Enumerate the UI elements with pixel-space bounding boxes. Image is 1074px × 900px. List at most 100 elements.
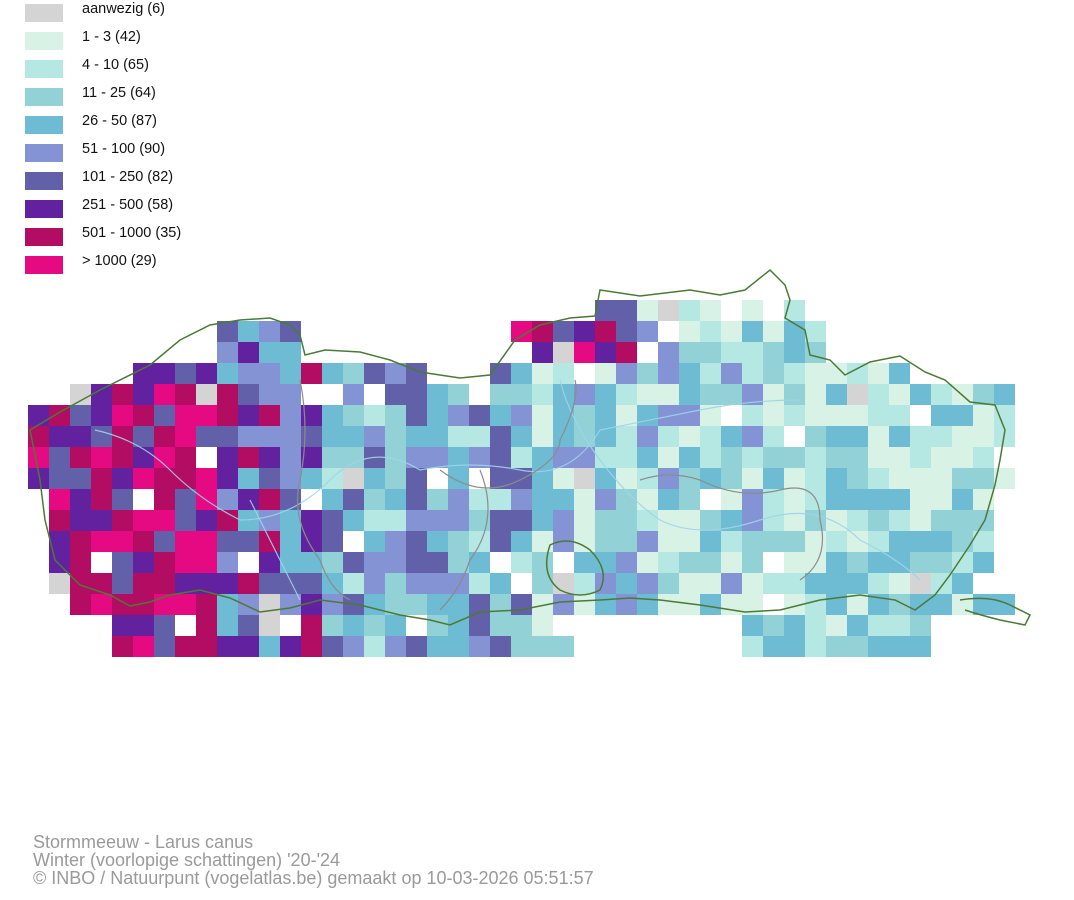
grid-cell xyxy=(427,573,448,594)
grid-cell xyxy=(805,405,826,426)
grid-cell xyxy=(112,468,133,489)
grid-cell xyxy=(133,405,154,426)
legend-label: 1 - 3 (42) xyxy=(82,29,141,45)
grid-cell xyxy=(469,426,490,447)
grid-cell xyxy=(196,468,217,489)
grid-cell xyxy=(700,573,721,594)
grid-cell xyxy=(868,363,889,384)
grid-cell xyxy=(280,468,301,489)
grid-cell xyxy=(700,405,721,426)
grid-cell xyxy=(721,342,742,363)
grid-cell xyxy=(784,342,805,363)
grid-cell xyxy=(217,636,238,657)
grid-cell xyxy=(763,573,784,594)
legend-label: 501 - 1000 (35) xyxy=(82,225,182,241)
grid-cell xyxy=(343,384,364,405)
grid-cell xyxy=(406,573,427,594)
region-outline xyxy=(29,268,1006,626)
grid-cell xyxy=(385,426,406,447)
grid-cell xyxy=(322,510,343,531)
grid-cell xyxy=(406,636,427,657)
grid-cell xyxy=(616,447,637,468)
grid-cell xyxy=(784,489,805,510)
grid-cell xyxy=(868,468,889,489)
grid-cell xyxy=(154,510,175,531)
grid-cell xyxy=(805,321,826,342)
grid-cell xyxy=(238,510,259,531)
grid-cell xyxy=(784,468,805,489)
grid-cell xyxy=(112,384,133,405)
grid-cell xyxy=(721,384,742,405)
grid-cell xyxy=(532,573,553,594)
grid-cell xyxy=(175,384,196,405)
grid-cell xyxy=(385,615,406,636)
grid-cell xyxy=(637,594,658,615)
grid-cell xyxy=(637,363,658,384)
grid-cell xyxy=(847,636,868,657)
grid-cell xyxy=(133,594,154,615)
grid-cell xyxy=(847,426,868,447)
grid-cell xyxy=(133,636,154,657)
grid-cell xyxy=(91,426,112,447)
grid-cell xyxy=(868,426,889,447)
grid-cell xyxy=(217,426,238,447)
grid-cell xyxy=(721,573,742,594)
grid-cell xyxy=(889,426,910,447)
grid-cell xyxy=(616,531,637,552)
grid-cell xyxy=(280,342,301,363)
grid-cell xyxy=(931,468,952,489)
grid-cell xyxy=(826,426,847,447)
grid-cell xyxy=(511,447,532,468)
grid-cell xyxy=(637,321,658,342)
grid-cell xyxy=(196,489,217,510)
legend-swatch xyxy=(25,172,63,190)
map-caption: Stormmeeuw - Larus canus Winter (voorlop… xyxy=(33,833,594,887)
grid-cell xyxy=(868,384,889,405)
grid-cell xyxy=(784,363,805,384)
grid-cell xyxy=(616,300,637,321)
grid-cell xyxy=(910,426,931,447)
grid-cell xyxy=(154,552,175,573)
grid-cell xyxy=(595,384,616,405)
grid-cell xyxy=(595,489,616,510)
grid-cell xyxy=(238,468,259,489)
grid-cell xyxy=(469,594,490,615)
grid-cell xyxy=(658,594,679,615)
grid-cell xyxy=(469,573,490,594)
grid-cell xyxy=(112,426,133,447)
caption-period: Winter (voorlopige schattingen) '20-'24 xyxy=(33,850,341,870)
grid-cell xyxy=(343,636,364,657)
legend-swatch xyxy=(25,60,63,78)
grid-cell xyxy=(91,384,112,405)
grid-cell xyxy=(28,426,49,447)
grid-cell xyxy=(700,300,721,321)
grid-cell xyxy=(784,552,805,573)
grid-cell xyxy=(364,489,385,510)
grid-cell xyxy=(259,321,280,342)
grid-cell xyxy=(196,426,217,447)
grid-cell xyxy=(259,552,280,573)
grid-cell xyxy=(112,615,133,636)
grid-cell xyxy=(238,573,259,594)
grid-cell xyxy=(931,447,952,468)
grid-cell xyxy=(217,573,238,594)
grid-cell xyxy=(511,531,532,552)
grid-cell xyxy=(868,405,889,426)
grid-cell xyxy=(259,447,280,468)
grid-cell xyxy=(322,363,343,384)
grid-cell xyxy=(490,510,511,531)
grid-cell xyxy=(406,531,427,552)
grid-cell xyxy=(931,426,952,447)
grid-cell xyxy=(364,426,385,447)
grid-cell xyxy=(217,321,238,342)
grid-cell xyxy=(469,552,490,573)
grid-cell xyxy=(154,468,175,489)
river-line xyxy=(249,499,301,601)
legend-swatch xyxy=(25,4,63,22)
grid-cell xyxy=(406,489,427,510)
grid-cell xyxy=(469,636,490,657)
grid-cell xyxy=(889,384,910,405)
grid-cell xyxy=(721,594,742,615)
grid-cell xyxy=(343,405,364,426)
grid-cell xyxy=(70,489,91,510)
